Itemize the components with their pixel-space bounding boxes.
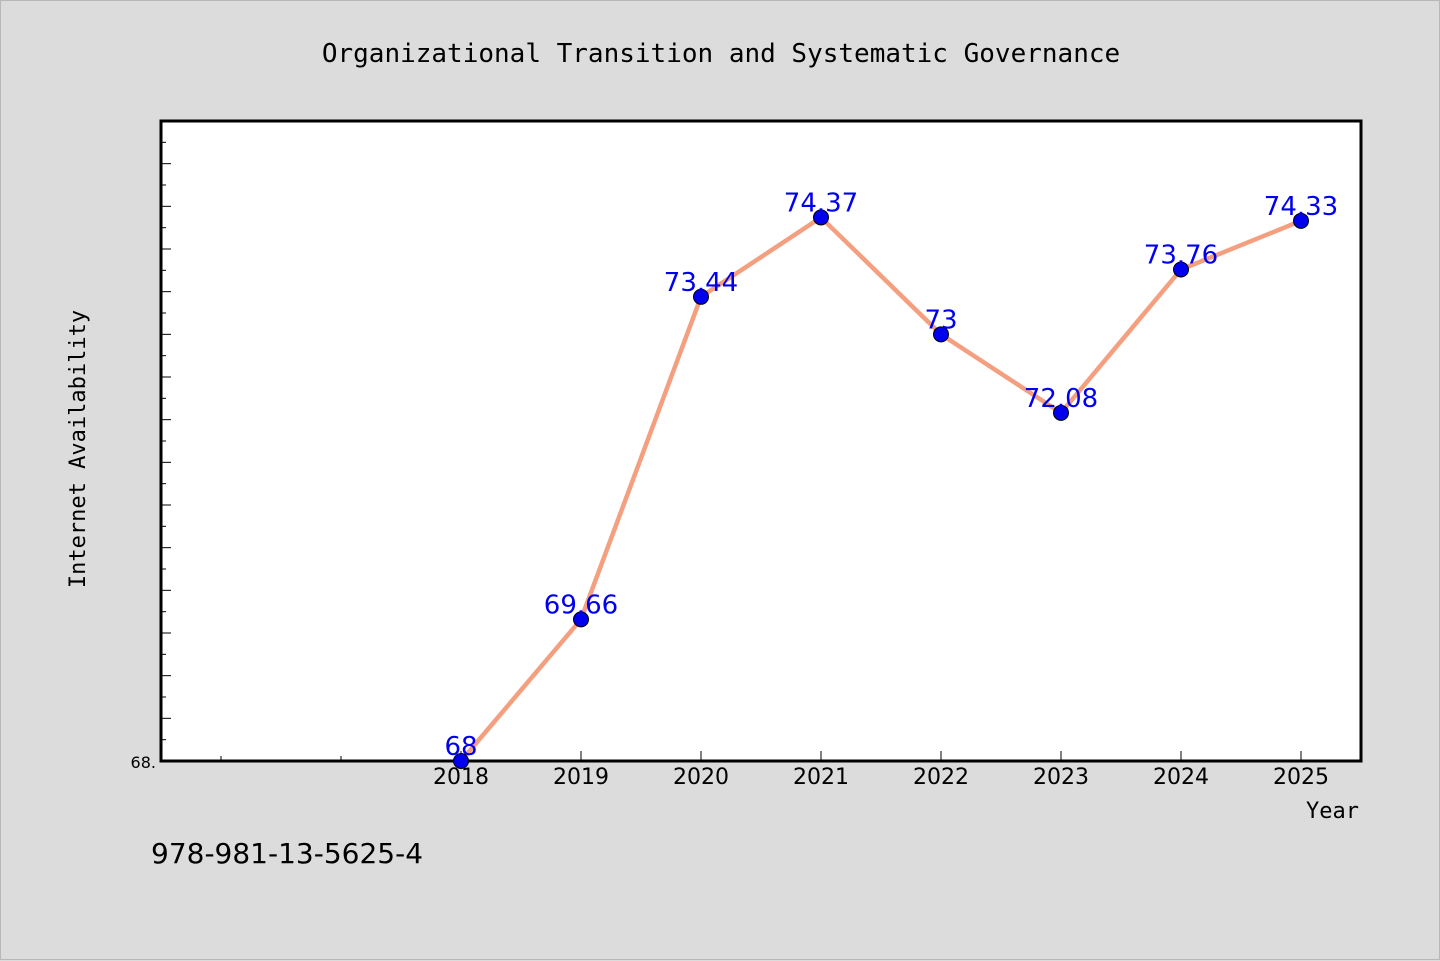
data-label-2020: 73.44 bbox=[664, 268, 738, 298]
data-point-2023 bbox=[1053, 404, 1069, 421]
data-label-2025: 74.33 bbox=[1264, 192, 1338, 222]
data-point-2020 bbox=[693, 288, 709, 305]
data-label-2022: 73 bbox=[924, 305, 957, 335]
data-label-2024: 73.76 bbox=[1144, 240, 1218, 270]
x-tick-label-2023: 2023 bbox=[1033, 765, 1089, 790]
y-tick-label: 68. bbox=[131, 753, 156, 772]
x-tick-label-2025: 2025 bbox=[1273, 765, 1329, 790]
data-label-2019: 69.66 bbox=[544, 590, 618, 620]
data-point-2025 bbox=[1293, 212, 1309, 229]
x-tick-label-2019: 2019 bbox=[553, 765, 609, 790]
x-axis-ticks: 2018 2019 2020 2021 2022 2023 2024 2025 bbox=[220, 751, 1329, 790]
chart-title: Organizational Transition and Systematic… bbox=[322, 39, 1120, 69]
y-axis-label: Internet Availability bbox=[66, 310, 91, 588]
series-markers bbox=[453, 209, 1309, 769]
x-tick-label-2018: 2018 bbox=[433, 765, 489, 790]
footnote-isbn: 978-981-13-5625-4 bbox=[151, 837, 423, 870]
data-labels: 68 69.66 73.44 74.37 73 72.08 73.76 74.33 bbox=[444, 188, 1338, 762]
y-axis-ticks bbox=[161, 120, 171, 762]
x-tick-label-2022: 2022 bbox=[913, 765, 969, 790]
data-label-2023: 72.08 bbox=[1024, 384, 1098, 414]
x-tick-label-2021: 2021 bbox=[793, 765, 849, 790]
data-point-2024 bbox=[1173, 261, 1189, 278]
x-tick-label-2024: 2024 bbox=[1153, 765, 1209, 790]
x-axis-label: Year bbox=[1306, 799, 1359, 824]
data-label-2018: 68 bbox=[444, 732, 477, 762]
data-point-2022 bbox=[933, 326, 949, 343]
plot-area bbox=[159, 119, 1363, 763]
data-point-2018 bbox=[453, 753, 469, 769]
series-line bbox=[459, 215, 1302, 763]
data-point-2019 bbox=[573, 611, 589, 628]
data-label-2021: 74.37 bbox=[784, 188, 858, 218]
x-tick-label-2020: 2020 bbox=[673, 765, 729, 790]
data-point-2021 bbox=[813, 209, 829, 226]
